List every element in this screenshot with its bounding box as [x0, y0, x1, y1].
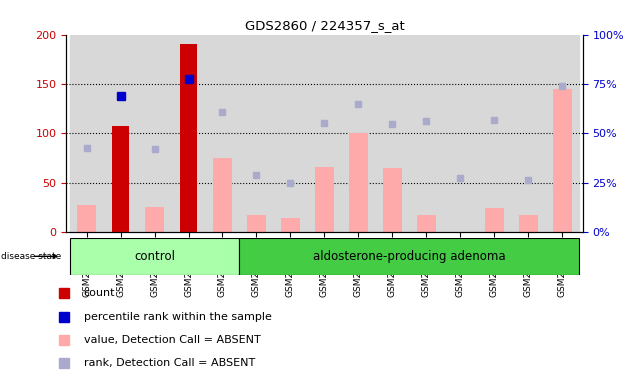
Bar: [519, 215, 538, 232]
Bar: [180, 45, 197, 232]
Bar: [444, 35, 478, 232]
Bar: [77, 205, 96, 232]
Bar: [417, 215, 436, 232]
Bar: [546, 35, 580, 232]
FancyBboxPatch shape: [239, 238, 580, 275]
Bar: [69, 35, 103, 232]
Bar: [512, 35, 546, 232]
Text: disease state: disease state: [1, 252, 62, 261]
Bar: [383, 168, 402, 232]
Bar: [485, 208, 504, 232]
Bar: [205, 35, 239, 232]
Bar: [103, 35, 137, 232]
FancyBboxPatch shape: [69, 238, 239, 275]
Bar: [171, 35, 205, 232]
Bar: [341, 35, 375, 232]
Text: percentile rank within the sample: percentile rank within the sample: [84, 311, 272, 322]
Text: value, Detection Call = ABSENT: value, Detection Call = ABSENT: [84, 335, 260, 345]
Bar: [281, 218, 300, 232]
Bar: [137, 35, 171, 232]
Bar: [145, 207, 164, 232]
Bar: [410, 35, 444, 232]
Bar: [315, 167, 334, 232]
Bar: [239, 35, 273, 232]
Text: rank, Detection Call = ABSENT: rank, Detection Call = ABSENT: [84, 358, 255, 368]
Bar: [213, 158, 232, 232]
Bar: [349, 134, 368, 232]
Text: count: count: [84, 288, 115, 298]
Title: GDS2860 / 224357_s_at: GDS2860 / 224357_s_at: [244, 19, 404, 32]
Bar: [273, 35, 307, 232]
Bar: [112, 126, 129, 232]
Bar: [478, 35, 512, 232]
Bar: [553, 89, 571, 232]
Bar: [247, 215, 266, 232]
Bar: [307, 35, 341, 232]
Text: aldosterone-producing adenoma: aldosterone-producing adenoma: [313, 250, 506, 263]
Bar: [375, 35, 410, 232]
Text: control: control: [134, 250, 175, 263]
